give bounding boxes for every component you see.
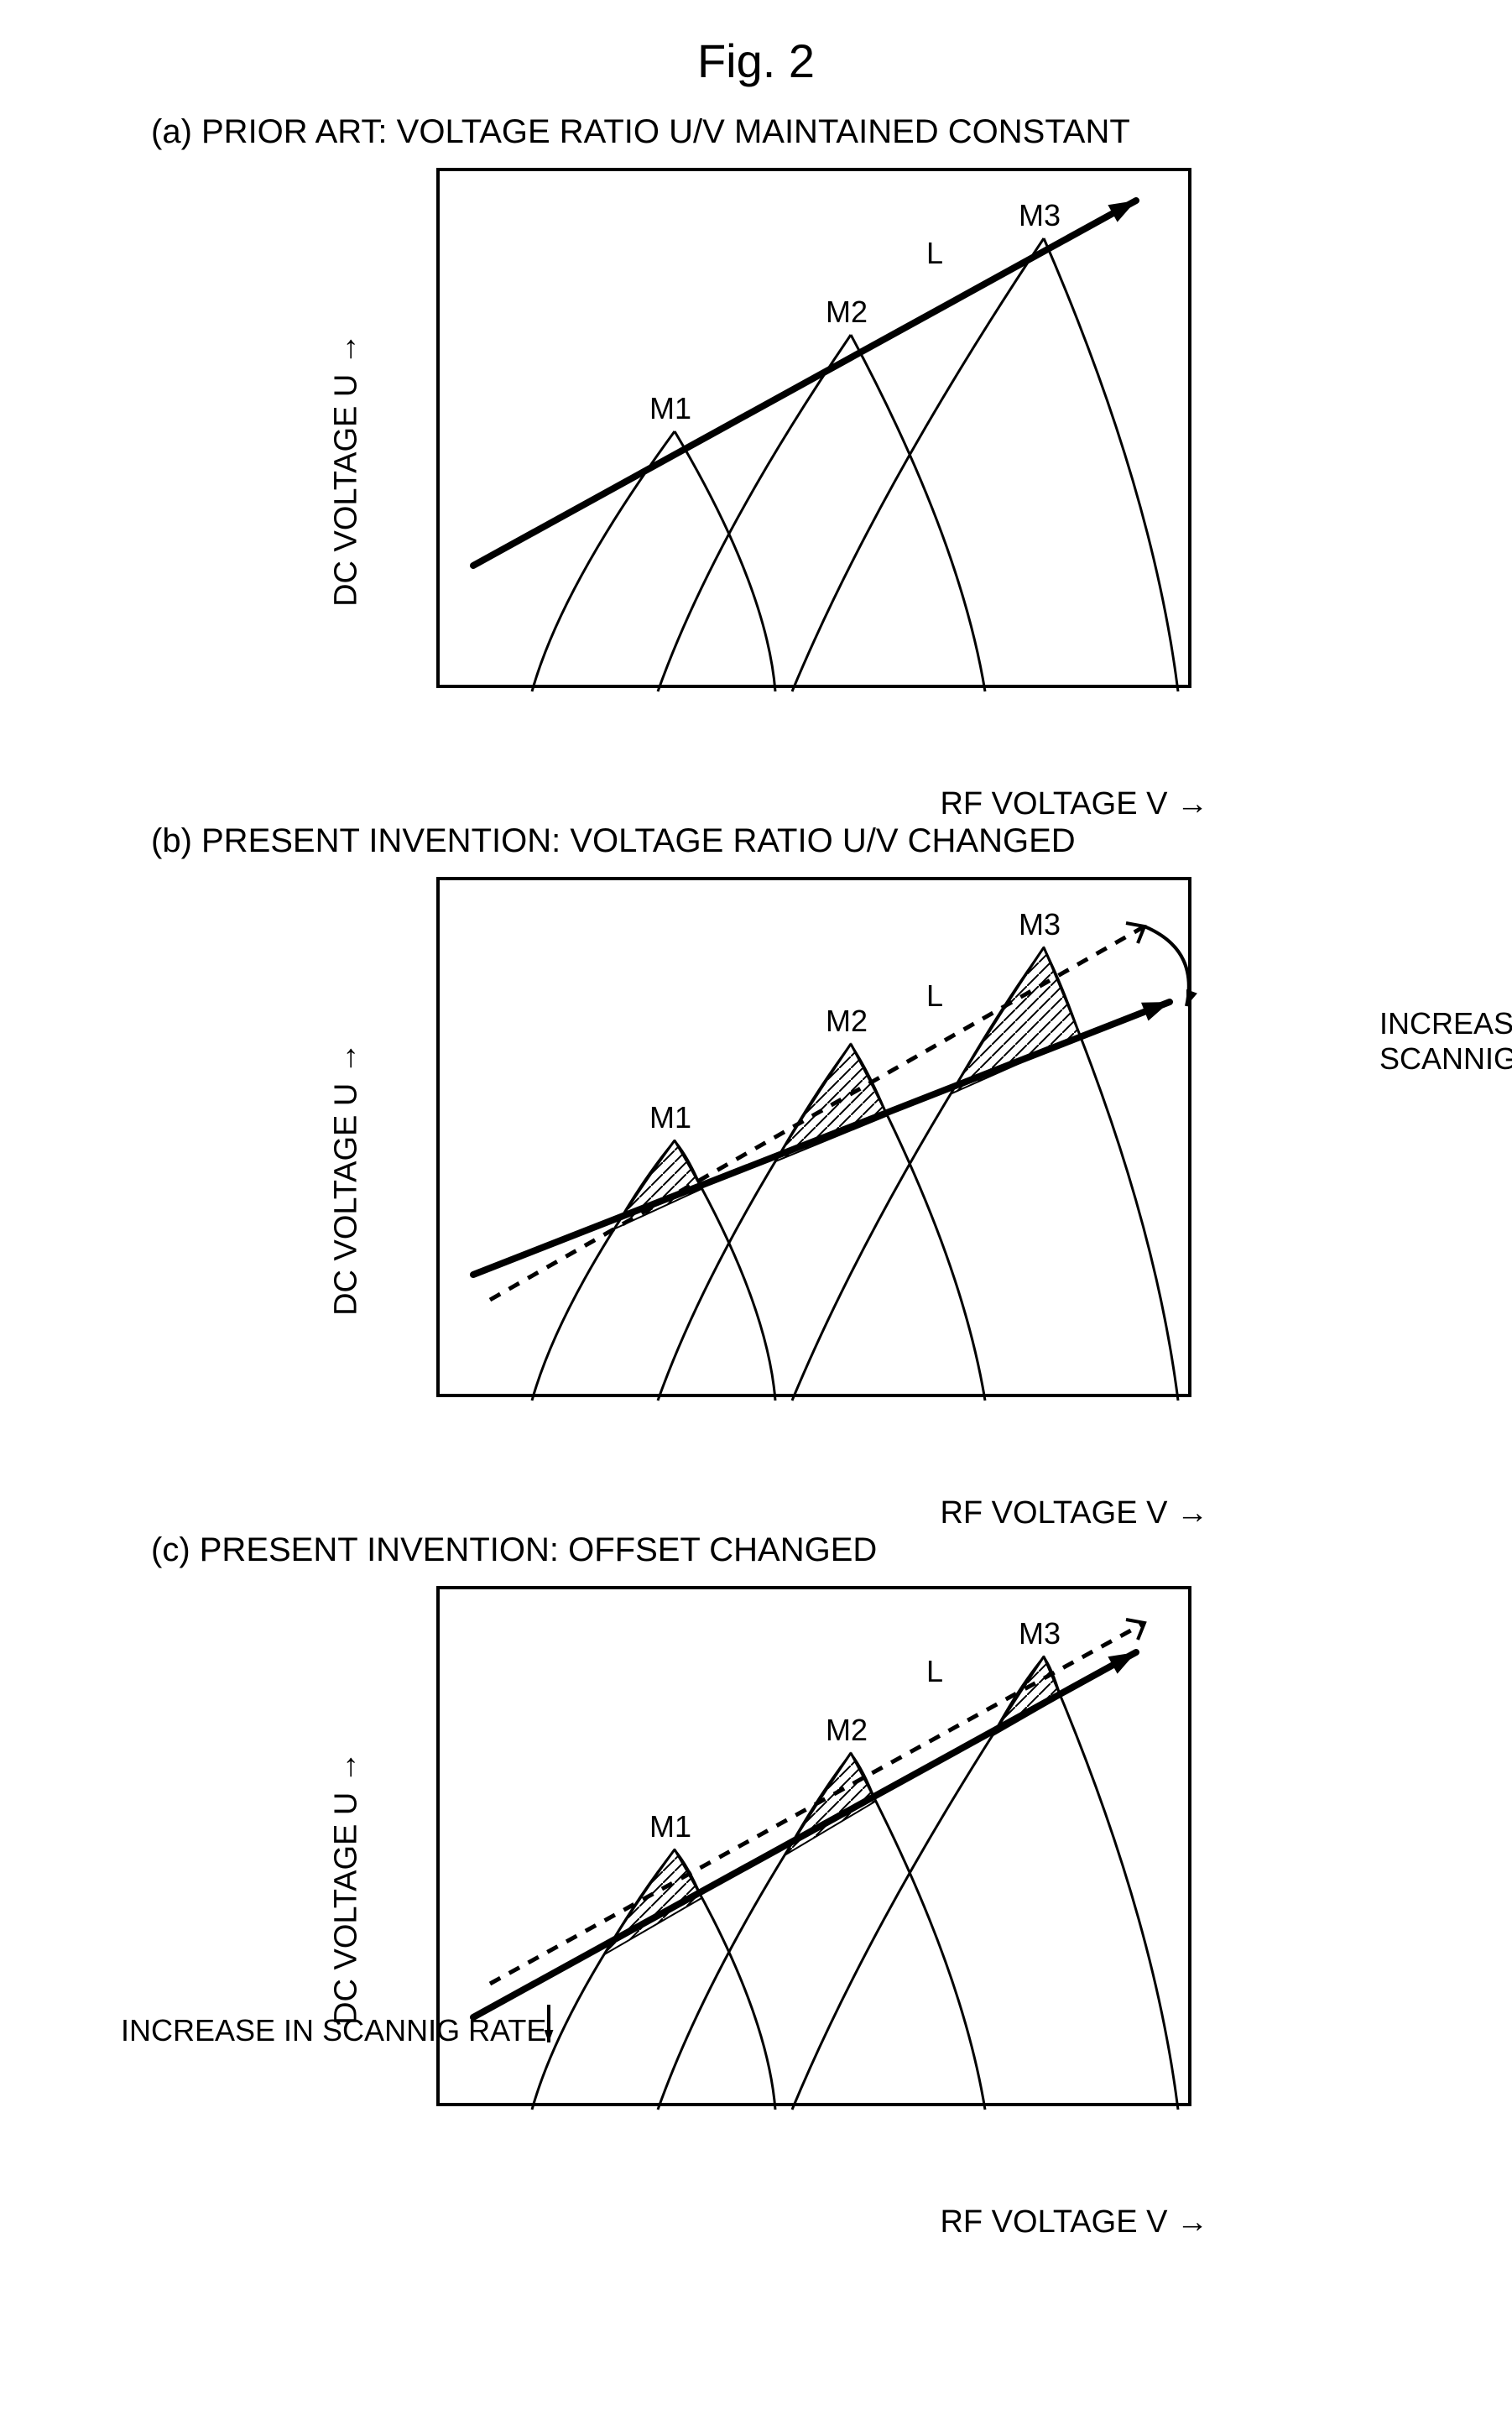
panel-a: (a) PRIOR ART: VOLTAGE RATIO U/V MAINTAI…: [101, 113, 1411, 772]
svg-text:M1: M1: [649, 1809, 691, 1844]
chart-area: DC VOLTAGE U →RF VOLTAGE V →M1M2M3LINCRE…: [269, 1586, 1443, 2190]
plot-box: M1M2M3LINCREASE IN SCANNIG RATE: [436, 1586, 1191, 2106]
annotation: INCREASE INSCANNIG RATE: [1379, 1006, 1512, 1077]
svg-text:M3: M3: [1019, 1616, 1061, 1651]
y-axis-label: DC VOLTAGE U →: [328, 1751, 364, 2025]
svg-text:L: L: [926, 978, 943, 1013]
y-axis-label: DC VOLTAGE U →: [328, 1042, 364, 1316]
panel-caption: (a) PRIOR ART: VOLTAGE RATIO U/V MAINTAI…: [151, 113, 1411, 151]
svg-text:L: L: [926, 1654, 943, 1688]
svg-text:L: L: [926, 236, 943, 270]
plot-box: M1M2M3LINCREASE INSCANNIG RATE: [436, 877, 1191, 1397]
chart-area: DC VOLTAGE U →RF VOLTAGE V →M1M2M3LINCRE…: [269, 877, 1443, 1481]
panel-caption: (c) PRESENT INVENTION: OFFSET CHANGED: [151, 1531, 1411, 1569]
svg-text:M3: M3: [1019, 907, 1061, 942]
annotation: INCREASE IN SCANNIG RATE: [121, 2013, 546, 2048]
svg-text:M2: M2: [826, 295, 868, 329]
chart-area: DC VOLTAGE U →RF VOLTAGE V →M1M2M3L: [269, 168, 1443, 772]
svg-text:M1: M1: [649, 1100, 691, 1135]
plot-box: M1 M2 M3 L: [436, 168, 1191, 688]
svg-text:M2: M2: [826, 1713, 868, 1747]
panel-c: (c) PRESENT INVENTION: OFFSET CHANGED DC …: [101, 1531, 1411, 2190]
svg-text:M1: M1: [649, 391, 691, 425]
svg-text:M3: M3: [1019, 198, 1061, 232]
panel-caption: (b) PRESENT INVENTION: VOLTAGE RATIO U/V…: [151, 822, 1411, 860]
panel-b: (b) PRESENT INVENTION: VOLTAGE RATIO U/V…: [101, 822, 1411, 1481]
y-axis-label: DC VOLTAGE U →: [328, 333, 364, 607]
figure-title: Fig. 2: [101, 34, 1411, 88]
svg-text:M2: M2: [826, 1004, 868, 1038]
